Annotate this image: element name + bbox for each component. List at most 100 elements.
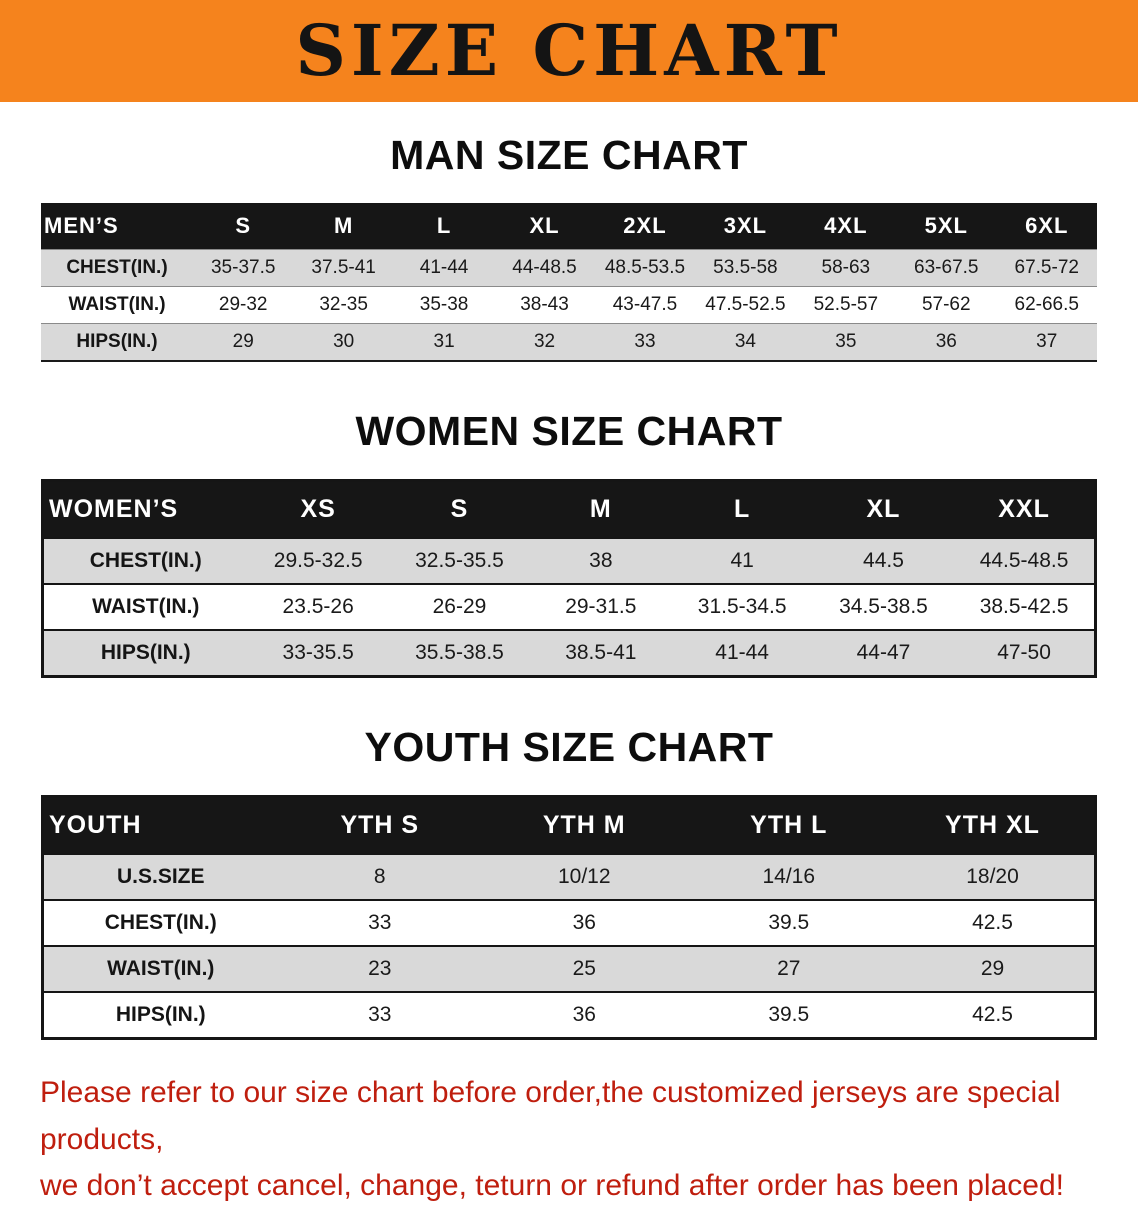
women-section-heading: WOMEN SIZE CHART <box>355 408 783 454</box>
size-column-header: XL <box>494 203 595 250</box>
measurement-value-cell: 37.5-41 <box>311 257 376 278</box>
measurement-value-cell: 29 <box>980 957 1005 980</box>
row-label-cell: CHEST(IN.) <box>66 257 168 278</box>
size-column-header: S <box>388 480 531 538</box>
measurement-value-cell: 33 <box>368 1003 392 1026</box>
measurement-value-cell: 41 <box>730 549 754 572</box>
measurement-row: CHEST(IN.) 29.5-32.5 32.5-35.5 38 41 44.5 44.5… <box>42 538 1096 584</box>
measurement-value-cell: 48.5-53.5 <box>604 257 686 278</box>
table-header-row: YOUTH YTH S YTH M YTH L YTH XL <box>42 796 1096 854</box>
banner: SIZE CHART <box>0 0 1138 102</box>
size-column-header: L <box>393 203 495 250</box>
size-column-header: M <box>530 480 672 538</box>
measurement-value-cell: 39.5 <box>768 1003 810 1026</box>
measurement-row: WAIST(IN.) 29-32 32-35 35-38 38-43 43-47.5 47.… <box>41 286 1097 324</box>
measurement-value-cell: 29 <box>232 331 254 352</box>
page-title: SIZE CHART <box>295 9 843 92</box>
measurement-value-cell: 23.5-26 <box>282 595 354 618</box>
size-column-header: YTH L <box>686 796 891 854</box>
measurement-value-cell: 36 <box>572 1003 596 1026</box>
measurement-value-cell: 34.5-38.5 <box>839 595 928 618</box>
measurement-value-cell: 44.5 <box>863 549 904 572</box>
women-size-section: WOMEN SIZE CHART WOMEN’S XS S M L XL XXL CHEST(… <box>0 408 1138 678</box>
measurement-value-cell: 44-47 <box>856 641 911 664</box>
measurement-value-cell: 47-50 <box>997 641 1051 664</box>
measurement-value-cell: 29.5-32.5 <box>273 549 363 572</box>
size-column-header: 2XL <box>594 203 696 250</box>
measurement-row: HIPS(IN.) 33 36 39.5 42.5 <box>42 992 1096 1039</box>
measurement-value-cell: 36 <box>935 331 957 352</box>
table-header-row: MEN’S S M L XL 2XL 3XL 4XL 5XL 6XL <box>41 203 1097 250</box>
measurement-value-cell: 41-44 <box>419 257 469 278</box>
measurement-row: U.S.SIZE 8 10/12 14/16 18/20 <box>42 854 1096 900</box>
measurement-value-cell: 38 <box>589 549 613 572</box>
measurement-value-cell: 31 <box>433 331 455 352</box>
measurement-value-cell: 33-35.5 <box>282 641 354 664</box>
size-column-header: YTH XL <box>891 796 1096 854</box>
measurement-value-cell: 25 <box>572 957 596 980</box>
size-column-header: L <box>671 480 813 538</box>
size-column-header: 5XL <box>896 203 997 250</box>
size-column-header: 3XL <box>695 203 796 250</box>
size-column-header: XS <box>247 480 389 538</box>
measurement-value-cell: 29-31.5 <box>565 595 637 618</box>
disclaimer-line-2: we don’t accept cancel, change, teturn o… <box>40 1169 1064 1202</box>
measurement-value-cell: 32.5-35.5 <box>415 549 504 572</box>
measurement-value-cell: 39.5 <box>768 911 810 934</box>
youth-size-section: YOUTH SIZE CHART YOUTH YTH S YTH M YTH L YTH… <box>0 724 1138 1040</box>
measurement-value-cell: 34 <box>734 331 756 352</box>
measurement-row: CHEST(IN.) 35-37.5 37.5-41 41-44 44-48.5 48.5… <box>41 249 1097 287</box>
measurement-value-cell: 23 <box>368 957 392 980</box>
table-header-row: WOMEN’S XS S M L XL XXL <box>42 480 1096 538</box>
men-size-table: MEN’S S M L XL 2XL 3XL 4XL 5XL 6XL CHEST(IN.) 35-37… <box>41 203 1097 362</box>
size-column-header: S <box>193 203 294 250</box>
size-column-header: M <box>293 203 394 250</box>
measurement-row: WAIST(IN.) 23.5-26 26-29 29-31.5 31.5-34.5 34… <box>42 584 1096 630</box>
measurement-value-cell: 29-32 <box>218 294 268 315</box>
size-column-header: XL <box>812 480 955 538</box>
measurement-value-cell: 33 <box>634 331 656 352</box>
measurement-value-cell: 38.5-42.5 <box>979 595 1069 618</box>
measurement-value-cell: 36 <box>572 911 596 934</box>
measurement-value-cell: 38-43 <box>520 294 569 315</box>
table-title-cell: WOMEN’S <box>42 480 248 538</box>
measurement-value-cell: 42.5 <box>972 911 1013 934</box>
measurement-value-cell: 38.5-41 <box>565 641 637 664</box>
measurement-value-cell: 10/12 <box>557 865 611 888</box>
size-column-header: 6XL <box>996 203 1097 250</box>
measurement-value-cell: 14/16 <box>762 865 816 888</box>
measurement-value-cell: 57-62 <box>921 294 971 315</box>
size-column-header: 4XL <box>795 203 897 250</box>
measurement-row: HIPS(IN.) 29 30 31 32 33 34 35 36 37 <box>41 323 1097 361</box>
disclaimer-line-1: Please refer to our size chart before or… <box>40 1076 1061 1156</box>
women-size-table: WOMEN’S XS S M L XL XXL CHEST(IN.) 29.5-32.5 32.5… <box>41 479 1097 678</box>
measurement-value-cell: 43-47.5 <box>612 294 678 315</box>
measurement-value-cell: 67.5-72 <box>1014 257 1079 278</box>
measurement-value-cell: 41-44 <box>715 641 769 664</box>
size-column-header: YTH S <box>277 796 482 854</box>
measurement-value-cell: 30 <box>333 331 355 352</box>
table-title-cell: MEN’S <box>41 203 193 250</box>
row-label-cell: CHEST(IN.) <box>89 549 202 572</box>
measurement-value-cell: 32-35 <box>319 294 368 315</box>
row-label-cell: WAIST(IN.) <box>68 294 166 315</box>
youth-size-table: YOUTH YTH S YTH M YTH L YTH XL U.S.SIZE 8 10/12… <box>41 795 1097 1040</box>
measurement-value-cell: 35-37.5 <box>210 257 276 278</box>
measurement-value-cell: 42.5 <box>972 1003 1013 1026</box>
measurement-row: CHEST(IN.) 33 36 39.5 42.5 <box>42 900 1096 946</box>
measurement-value-cell: 33 <box>368 911 392 934</box>
row-label-cell: HIPS(IN.) <box>76 331 158 352</box>
youth-section-heading: YOUTH SIZE CHART <box>364 724 774 770</box>
measurement-value-cell: 52.5-57 <box>813 294 879 315</box>
measurement-value-cell: 35.5-38.5 <box>415 641 504 664</box>
measurement-row: HIPS(IN.) 33-35.5 35.5-38.5 38.5-41 41-44 44-… <box>42 630 1096 677</box>
measurement-value-cell: 31.5-34.5 <box>697 595 787 618</box>
row-label-cell: HIPS(IN.) <box>100 641 191 664</box>
row-label-cell: WAIST(IN.) <box>92 595 200 618</box>
measurement-value-cell: 58-63 <box>821 257 871 278</box>
measurement-value-cell: 44.5-48.5 <box>979 549 1069 572</box>
row-label-cell: HIPS(IN.) <box>115 1003 206 1026</box>
row-label-cell: WAIST(IN.) <box>107 957 215 980</box>
measurement-value-cell: 63-67.5 <box>914 257 979 278</box>
